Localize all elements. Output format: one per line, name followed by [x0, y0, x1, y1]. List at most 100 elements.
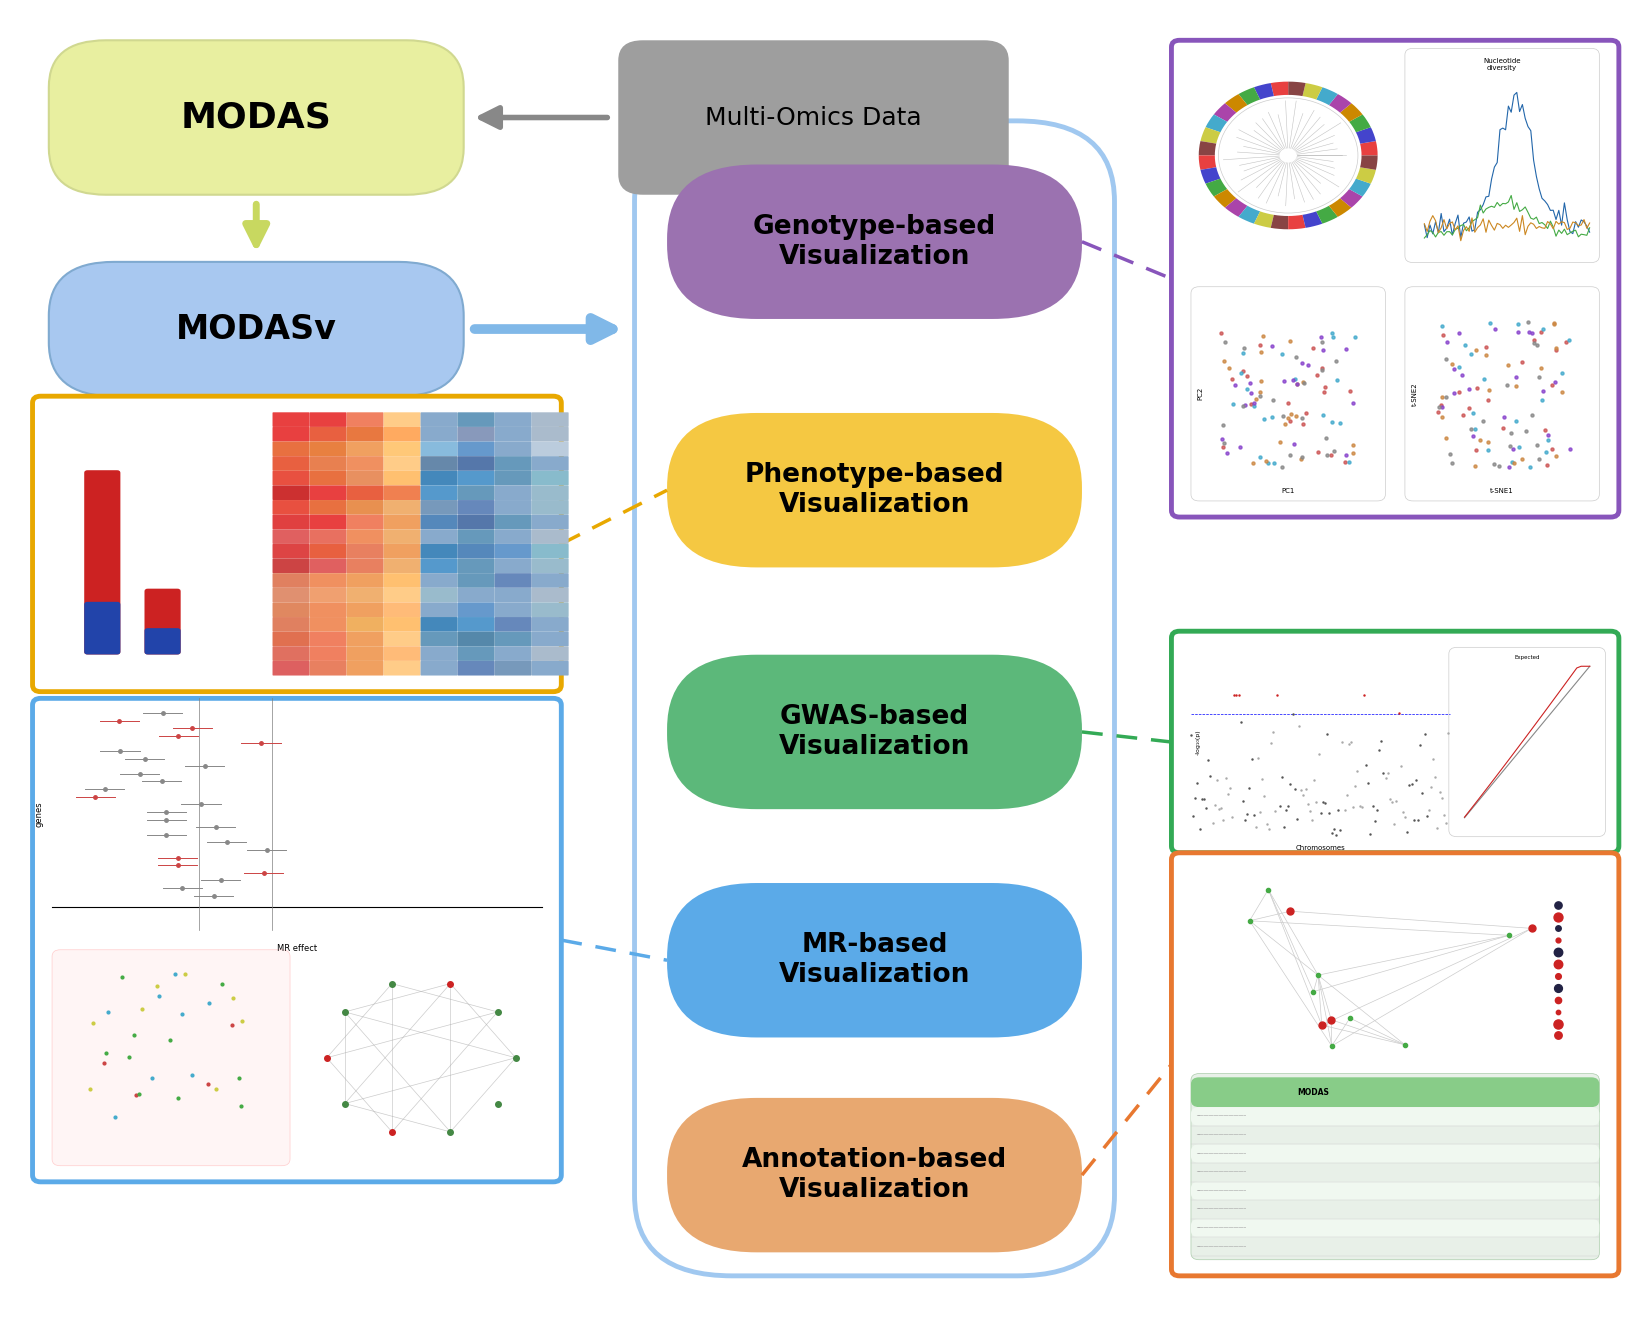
FancyBboxPatch shape: [347, 457, 384, 471]
FancyBboxPatch shape: [273, 603, 309, 616]
FancyBboxPatch shape: [457, 471, 495, 485]
FancyBboxPatch shape: [384, 500, 421, 514]
FancyBboxPatch shape: [495, 485, 532, 500]
FancyBboxPatch shape: [309, 603, 347, 616]
FancyBboxPatch shape: [421, 573, 457, 588]
FancyBboxPatch shape: [309, 616, 347, 631]
FancyBboxPatch shape: [309, 485, 347, 500]
FancyBboxPatch shape: [296, 950, 545, 1166]
Text: ────────────────────: ────────────────────: [1196, 1207, 1246, 1211]
FancyBboxPatch shape: [532, 500, 569, 514]
Wedge shape: [1316, 87, 1337, 105]
FancyBboxPatch shape: [384, 471, 421, 485]
FancyBboxPatch shape: [457, 559, 495, 573]
FancyBboxPatch shape: [347, 603, 384, 616]
Wedge shape: [1206, 114, 1227, 133]
Wedge shape: [1206, 179, 1227, 196]
FancyBboxPatch shape: [532, 529, 569, 544]
Text: ────────────────────: ────────────────────: [1196, 1245, 1246, 1249]
FancyBboxPatch shape: [457, 544, 495, 559]
FancyBboxPatch shape: [457, 661, 495, 676]
FancyBboxPatch shape: [273, 514, 309, 529]
FancyBboxPatch shape: [421, 471, 457, 485]
FancyBboxPatch shape: [347, 442, 384, 457]
FancyBboxPatch shape: [495, 603, 532, 616]
Text: ────────────────────: ────────────────────: [1196, 1133, 1246, 1138]
FancyBboxPatch shape: [421, 661, 457, 676]
FancyBboxPatch shape: [384, 427, 421, 442]
Wedge shape: [1214, 103, 1237, 122]
FancyBboxPatch shape: [273, 646, 309, 661]
FancyBboxPatch shape: [347, 559, 384, 573]
FancyBboxPatch shape: [273, 559, 309, 573]
FancyBboxPatch shape: [273, 631, 309, 646]
Text: Annotation-based
Visualization: Annotation-based Visualization: [742, 1147, 1007, 1203]
FancyBboxPatch shape: [347, 471, 384, 485]
FancyBboxPatch shape: [309, 661, 347, 676]
FancyBboxPatch shape: [273, 588, 309, 603]
Text: t-SNE1: t-SNE1: [1490, 489, 1515, 494]
FancyBboxPatch shape: [384, 457, 421, 471]
FancyBboxPatch shape: [85, 470, 120, 654]
Wedge shape: [1238, 205, 1261, 224]
Text: -log₁₀(p): -log₁₀(p): [1196, 729, 1201, 755]
Text: ────────────────────: ────────────────────: [1196, 1152, 1246, 1155]
FancyBboxPatch shape: [309, 412, 347, 427]
Wedge shape: [1271, 215, 1289, 230]
FancyBboxPatch shape: [457, 442, 495, 457]
FancyBboxPatch shape: [49, 40, 464, 195]
FancyBboxPatch shape: [532, 412, 569, 427]
FancyBboxPatch shape: [309, 427, 347, 442]
FancyBboxPatch shape: [384, 412, 421, 427]
FancyBboxPatch shape: [457, 588, 495, 603]
FancyBboxPatch shape: [457, 603, 495, 616]
FancyBboxPatch shape: [457, 646, 495, 661]
FancyBboxPatch shape: [532, 559, 569, 573]
FancyBboxPatch shape: [457, 427, 495, 442]
FancyBboxPatch shape: [421, 442, 457, 457]
FancyBboxPatch shape: [667, 1099, 1082, 1252]
FancyBboxPatch shape: [273, 412, 309, 427]
FancyBboxPatch shape: [52, 950, 290, 1166]
FancyBboxPatch shape: [347, 646, 384, 661]
FancyBboxPatch shape: [532, 573, 569, 588]
FancyBboxPatch shape: [347, 514, 384, 529]
FancyBboxPatch shape: [495, 646, 532, 661]
FancyBboxPatch shape: [33, 396, 561, 692]
Wedge shape: [1201, 128, 1220, 144]
FancyBboxPatch shape: [495, 412, 532, 427]
FancyBboxPatch shape: [421, 544, 457, 559]
FancyBboxPatch shape: [1191, 647, 1450, 837]
FancyBboxPatch shape: [1191, 1107, 1599, 1125]
FancyBboxPatch shape: [273, 661, 309, 676]
FancyBboxPatch shape: [457, 573, 495, 588]
FancyBboxPatch shape: [457, 457, 495, 471]
Text: MR effect: MR effect: [277, 944, 317, 954]
Wedge shape: [1355, 128, 1376, 144]
FancyBboxPatch shape: [384, 559, 421, 573]
Text: t-SNE2: t-SNE2: [1411, 381, 1417, 406]
FancyBboxPatch shape: [1191, 48, 1385, 262]
FancyBboxPatch shape: [49, 262, 464, 396]
FancyBboxPatch shape: [309, 514, 347, 529]
FancyBboxPatch shape: [309, 457, 347, 471]
FancyBboxPatch shape: [421, 559, 457, 573]
Wedge shape: [1341, 103, 1362, 122]
Text: Chromosomes: Chromosomes: [1295, 845, 1346, 850]
FancyBboxPatch shape: [1191, 287, 1385, 501]
FancyBboxPatch shape: [495, 588, 532, 603]
FancyBboxPatch shape: [495, 514, 532, 529]
Wedge shape: [1303, 83, 1323, 99]
FancyBboxPatch shape: [495, 529, 532, 544]
FancyBboxPatch shape: [309, 646, 347, 661]
FancyBboxPatch shape: [421, 427, 457, 442]
FancyBboxPatch shape: [85, 602, 120, 654]
Text: MODASv: MODASv: [176, 313, 337, 345]
FancyBboxPatch shape: [457, 514, 495, 529]
Wedge shape: [1349, 179, 1372, 196]
FancyBboxPatch shape: [384, 588, 421, 603]
Text: Expected: Expected: [1515, 655, 1539, 661]
FancyBboxPatch shape: [495, 631, 532, 646]
FancyBboxPatch shape: [347, 661, 384, 676]
FancyBboxPatch shape: [421, 412, 457, 427]
